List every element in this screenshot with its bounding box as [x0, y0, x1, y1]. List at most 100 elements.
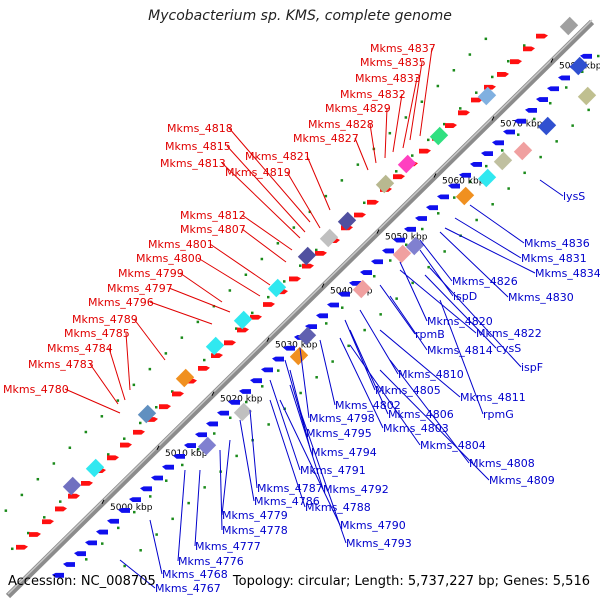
gene-label-forward: Mkms_4796	[88, 296, 154, 309]
reverse-gene	[371, 259, 383, 265]
track-dot	[197, 447, 200, 451]
track-dot	[475, 218, 478, 222]
track-dot	[139, 421, 142, 425]
track-dot	[116, 399, 120, 402]
gene-label-reverse: Mkms_4811	[460, 391, 526, 404]
scale-tick-mark	[211, 391, 215, 396]
track-dot	[101, 542, 104, 545]
leader-line	[286, 171, 321, 229]
track-dot	[411, 281, 414, 285]
gene-label-reverse: Mkms_4795	[306, 427, 372, 440]
track-dot	[453, 196, 456, 199]
leader-line	[306, 155, 331, 211]
leader-line	[359, 309, 399, 375]
track-dot	[363, 201, 366, 205]
gene-label-forward: Mkms_4785	[64, 327, 130, 340]
forward-gene	[354, 212, 366, 218]
forward-gene	[393, 174, 405, 180]
track-dot	[133, 510, 136, 514]
genes-layer	[16, 16, 597, 578]
gene-label-forward: Mkms_4800	[136, 252, 202, 265]
track-dot	[315, 248, 318, 252]
track-dot	[405, 243, 408, 247]
track-dot	[517, 133, 520, 136]
leader-line	[354, 137, 369, 171]
gene-label-forward: Mkms_4818	[167, 122, 233, 135]
reverse-gene	[107, 518, 119, 524]
leader-line	[319, 339, 336, 406]
track-dot	[427, 138, 430, 142]
forward-gene	[289, 276, 301, 282]
forward-gene	[458, 110, 470, 116]
reverse-gene	[404, 226, 416, 232]
track-dot	[276, 242, 280, 245]
track-dot	[235, 327, 238, 330]
leader-line	[419, 249, 454, 297]
track-dot	[187, 501, 190, 505]
leader-line	[419, 239, 453, 282]
gene-label-reverse: cysS	[496, 342, 521, 355]
track-dot	[404, 116, 408, 119]
track-dot	[523, 44, 526, 47]
reverse-gene	[195, 432, 207, 438]
forward-gene	[445, 123, 457, 128]
reverse-gene	[217, 410, 229, 416]
gene-label-forward: Mkms_4819	[225, 166, 291, 179]
track-dot	[196, 320, 200, 324]
leader-line	[194, 469, 201, 547]
forward-gene	[107, 455, 119, 461]
gene-label-forward: Mkms_4780	[3, 383, 69, 396]
leader-line	[209, 243, 271, 286]
reverse-gene	[481, 151, 493, 157]
gene-label-reverse: Mkms_4794	[311, 446, 377, 459]
feature-block	[137, 404, 157, 424]
forward-gene	[497, 72, 509, 77]
feature-block	[62, 476, 82, 496]
feature-block	[319, 228, 339, 248]
feature-block	[297, 246, 317, 266]
genome-summary-text: Topology: circular; Length: 5,737,227 bp…	[232, 574, 590, 589]
track-dot	[212, 304, 216, 308]
gene-label-forward: Mkms_4807	[180, 223, 246, 236]
track-dot	[260, 257, 264, 261]
reverse-gene	[393, 237, 405, 243]
track-dot	[597, 54, 600, 58]
track-dot	[299, 391, 302, 395]
gene-label-reverse: Mkms_4810	[398, 368, 464, 381]
leader-line	[149, 519, 163, 575]
track-dot	[469, 180, 472, 184]
forward-gene	[302, 263, 314, 269]
leader-line	[108, 347, 126, 401]
feature-block	[267, 278, 287, 298]
feature-block	[85, 458, 105, 478]
reverse-gene	[250, 378, 262, 384]
track-dot	[171, 390, 174, 393]
track-dot	[267, 423, 270, 426]
forward-gene	[224, 340, 236, 346]
leader-line	[384, 107, 388, 159]
track-dot	[20, 493, 24, 497]
reverse-gene	[338, 291, 350, 297]
leader-line	[119, 559, 156, 589]
scale-tick-label: 5040 kbp	[330, 287, 373, 297]
track-dot	[308, 210, 312, 214]
reverse-gene	[173, 453, 185, 459]
forward-gene	[263, 302, 275, 307]
leader-line	[379, 369, 490, 481]
track-dot	[107, 453, 110, 456]
track-dot	[324, 194, 328, 198]
leader-line	[226, 145, 306, 233]
track-dot	[443, 122, 446, 126]
track-dot	[181, 463, 184, 467]
gene-label-forward: Mkms_4799	[118, 267, 184, 280]
track-dot	[347, 344, 350, 348]
forward-gene	[172, 391, 184, 397]
forward-gene	[198, 365, 210, 371]
track-dot	[68, 446, 72, 450]
gene-label-reverse: Mkms_4830	[508, 291, 574, 304]
scale-tick-label: 5020 kbp	[220, 395, 263, 405]
reverse-gene	[52, 572, 64, 578]
track-dot	[123, 564, 126, 568]
track-dot	[139, 549, 142, 552]
